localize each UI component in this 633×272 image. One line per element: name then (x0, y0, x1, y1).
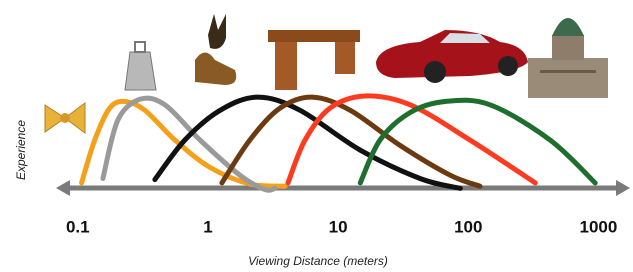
dog-icon (195, 53, 236, 86)
x-axis (56, 180, 630, 196)
desk-drawers-right (335, 42, 355, 74)
desk-drawers (275, 42, 297, 90)
dog-head (208, 14, 226, 49)
building-drum (552, 35, 584, 60)
building-dome (552, 18, 584, 36)
grater-icon (125, 52, 156, 90)
x-axis-label: Viewing Distance (meters) (248, 254, 388, 268)
pasta-knot (60, 113, 70, 123)
chart: Viewing Distance (meters) Experience 0.1… (0, 0, 633, 272)
x-tick-label: 0.1 (66, 217, 90, 236)
axis-arrow (56, 180, 70, 196)
x-tick-label: 1 (203, 217, 212, 236)
grater-handle (135, 42, 145, 52)
illustrations (45, 14, 608, 133)
x-tick-label: 1000 (580, 217, 618, 236)
desk-top (268, 30, 360, 42)
y-axis-label: Experience (14, 120, 28, 180)
car-wheel (424, 61, 446, 83)
x-tick-label: 100 (454, 217, 482, 236)
building-columns (540, 70, 596, 73)
x-tick-label: 10 (329, 217, 348, 236)
car-wheel (498, 56, 518, 76)
axis-arrow (616, 180, 630, 196)
building-icon (528, 58, 608, 98)
